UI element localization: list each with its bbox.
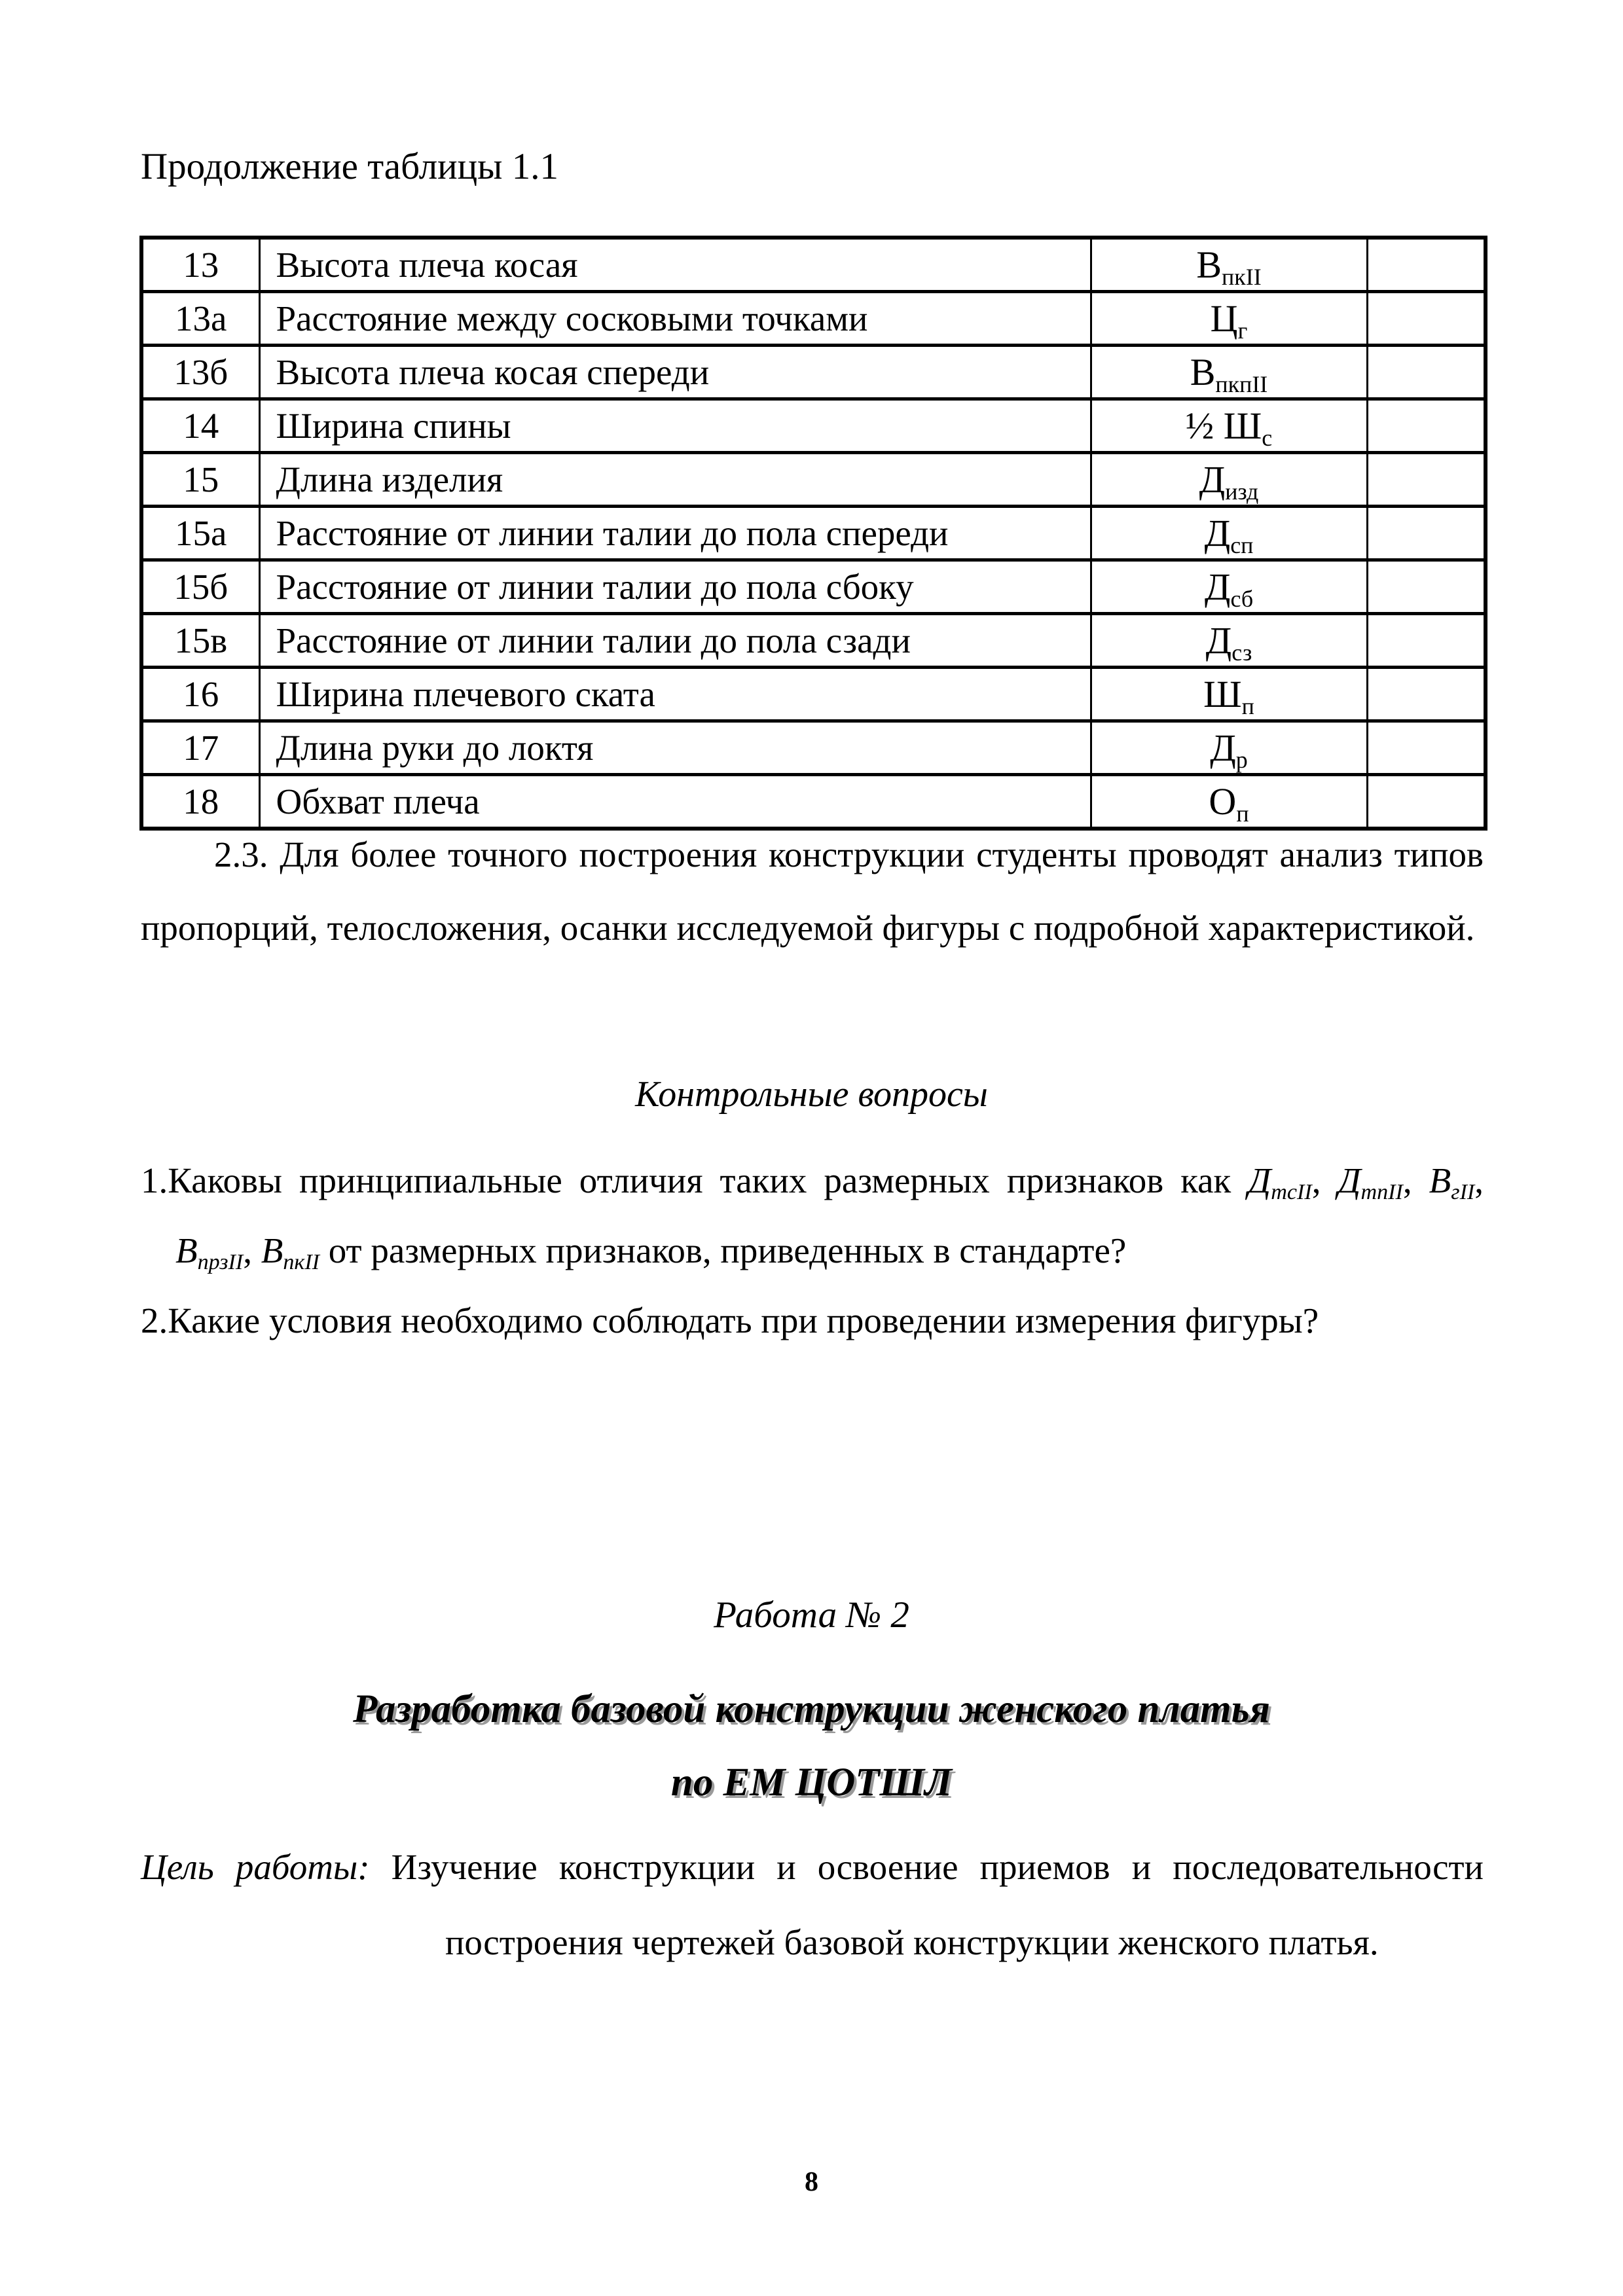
measurement-name-cell: Высота плеча косая: [258, 236, 1092, 293]
row-number-cell: 13: [140, 236, 261, 293]
table-row: 18 Обхват плеча Оп: [140, 773, 1487, 831]
symbol-cell: Др: [1089, 719, 1368, 776]
value-cell: [1366, 451, 1487, 508]
table-row: 15б Расстояние от линии талии до пола сбо…: [140, 558, 1487, 615]
symbol-cell: Дсз: [1089, 612, 1368, 669]
measurement-name-cell: Обхват плеча: [258, 773, 1092, 831]
symbol-cell: Оп: [1089, 773, 1368, 831]
questions-list: 1.Каковы принципиальные отличия таких ра…: [141, 1145, 1484, 1355]
symbol-cell: ВпкII: [1089, 236, 1368, 293]
measurement-name-cell: Длина руки до локтя: [258, 719, 1092, 776]
measurement-name-cell: Расстояние между сосковыми точками: [258, 290, 1092, 347]
symbol-cell: Цг: [1089, 290, 1368, 347]
row-number-cell: 15в: [140, 612, 261, 669]
work-title: Разработка базовой конструкции женского …: [0, 1673, 1623, 1820]
table-row: 16 Ширина плечевого ската Шп: [140, 666, 1487, 723]
value-cell: [1366, 505, 1487, 562]
table-row: 15а Расстояние от линии талии до пола спе…: [140, 505, 1487, 562]
value-cell: [1366, 773, 1487, 831]
table-row: 15в Расстояние от линии талии до пола сза…: [140, 612, 1487, 669]
measurement-name-cell: Расстояние от линии талии до пола сбоку: [258, 558, 1092, 615]
goal-text: Изучение конструкции и освоение приемов …: [369, 1847, 1484, 1962]
row-number-cell: 13а: [140, 290, 261, 347]
measurements-table: 13 Высота плеча косая ВпкII 13а Расстояние м…: [139, 236, 1487, 831]
row-number-cell: 18: [140, 773, 261, 831]
measurement-name-cell: Расстояние от линии талии до пола сзади: [258, 612, 1092, 669]
value-cell: [1366, 344, 1487, 401]
table-row: 17 Длина руки до локтя Др: [140, 719, 1487, 776]
question-item: 2.Какие условия необходимо соблюдать при…: [141, 1300, 1319, 1340]
row-number-cell: 14: [140, 397, 261, 454]
value-cell: [1366, 236, 1487, 293]
goal-label: Цель работы:: [141, 1847, 370, 1887]
paragraph-2-3: 2.3. Для более точного построения констр…: [141, 834, 1484, 948]
value-cell: [1366, 612, 1487, 669]
work-heading: Работа № 2: [714, 1594, 909, 1636]
table-row: 13б Высота плеча косая спереди ВпкпII: [140, 344, 1487, 401]
work-title-line2: по ЕМ ЦОТШЛ: [670, 1761, 953, 1804]
page-number: 8: [805, 2167, 818, 2197]
question-item: 1.Каковы принципиальные отличия таких ра…: [141, 1160, 1484, 1275]
row-number-cell: 16: [140, 666, 261, 723]
row-number-cell: 15: [140, 451, 261, 508]
row-number-cell: 17: [140, 719, 261, 776]
measurement-name-cell: Расстояние от линии талии до пола сперед…: [258, 505, 1092, 562]
value-cell: [1366, 719, 1487, 776]
symbol-cell: Дизд: [1089, 451, 1368, 508]
table-row: 14 Ширина спины ½ Шс: [140, 397, 1487, 454]
table-row: 13 Высота плеча косая ВпкII: [140, 236, 1487, 293]
measurement-name-cell: Высота плеча косая спереди: [258, 344, 1092, 401]
symbol-cell: Дсп: [1089, 505, 1368, 562]
value-cell: [1366, 397, 1487, 454]
goal-paragraph: Цель работы: Изучение конструкции и осво…: [141, 1829, 1484, 1980]
row-number-cell: 15а: [140, 505, 261, 562]
measurement-name-cell: Ширина плечевого ската: [258, 666, 1092, 723]
symbol-cell: Дсб: [1089, 558, 1368, 615]
control-questions-heading: Контрольные вопросы: [635, 1074, 988, 1115]
value-cell: [1366, 666, 1487, 723]
table-row: 15 Длина изделия Дизд: [140, 451, 1487, 508]
table-row: 13а Расстояние между сосковыми точками Цг: [140, 290, 1487, 347]
measurement-name-cell: Длина изделия: [258, 451, 1092, 508]
work-title-line1: Разработка базовой конструкции женского …: [353, 1687, 1270, 1731]
symbol-cell: ВпкпII: [1089, 344, 1368, 401]
row-number-cell: 13б: [140, 344, 261, 401]
table-continuation-label: Продолжение таблицы 1.1: [141, 146, 558, 187]
measurement-name-cell: Ширина спины: [258, 397, 1092, 454]
symbol-cell: ½ Шс: [1089, 397, 1368, 454]
size-table-body: 13 Высота плеча косая ВпкII 13а Расстояние м…: [140, 236, 1487, 831]
row-number-cell: 15б: [140, 558, 261, 615]
symbol-cell: Шп: [1089, 666, 1368, 723]
value-cell: [1366, 558, 1487, 615]
value-cell: [1366, 290, 1487, 347]
